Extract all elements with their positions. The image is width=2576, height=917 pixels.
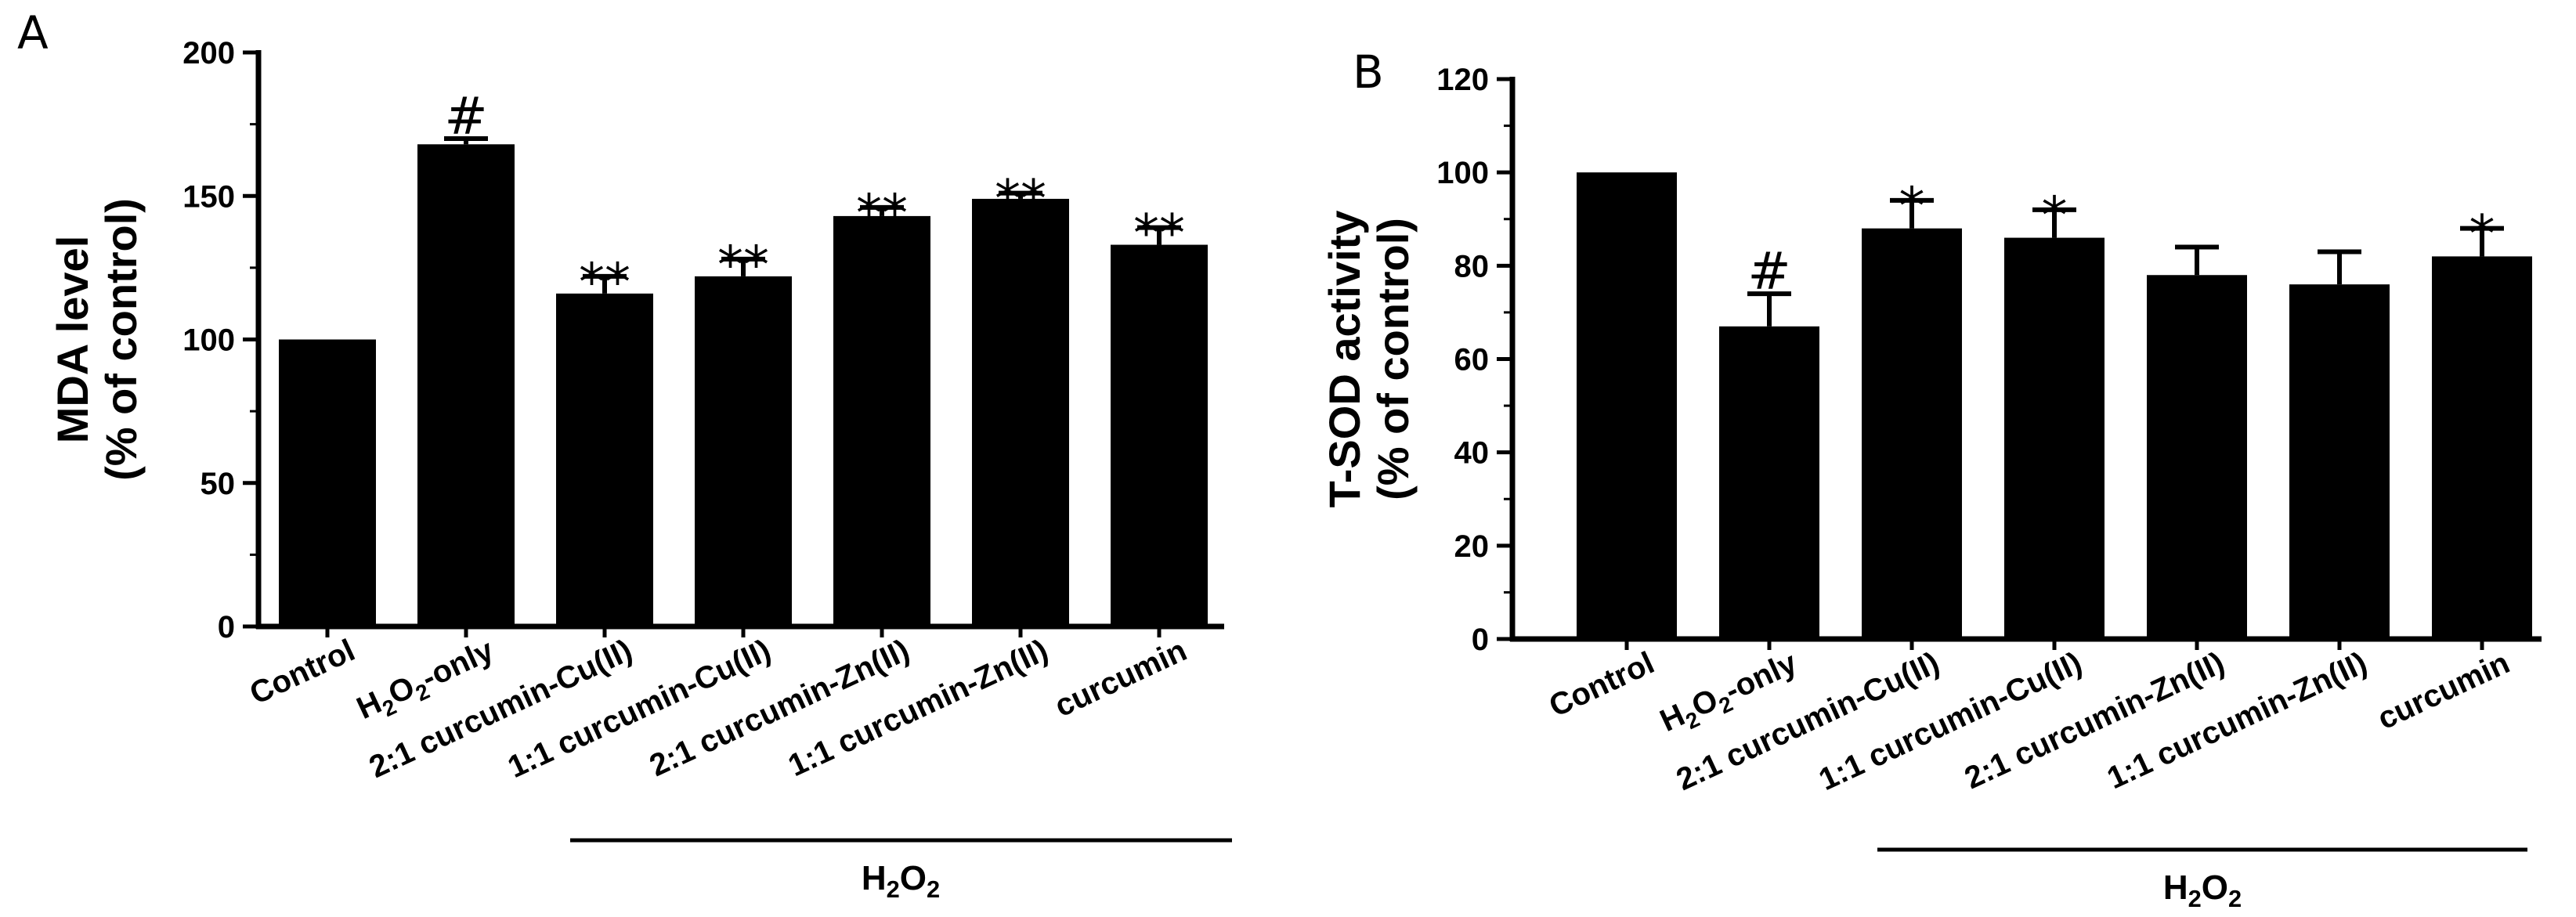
y-tick-label: 100 [182, 323, 235, 358]
bar [1577, 172, 1677, 639]
y-tick-label: 100 [1436, 156, 1489, 190]
y-tick-label: 20 [1454, 529, 1490, 564]
y-tick-label: 150 [182, 179, 235, 214]
y-tick-label: 200 [182, 36, 235, 70]
y-tick-label: 120 [1436, 63, 1489, 97]
bar [972, 198, 1069, 627]
group-label: H2​O2​ [2163, 868, 2242, 912]
y-tick-label: 80 [1454, 249, 1490, 283]
bar [1719, 326, 1819, 639]
significance-marker: * [1899, 176, 1925, 236]
bar [2289, 284, 2390, 639]
significance-marker: * [2469, 204, 2495, 265]
x-tick-label: 2:1 curcumin-Cu(II) [364, 633, 638, 785]
y-tick-label: 60 [1454, 343, 1490, 377]
y-axis-title: MDA level(% of control) [48, 198, 146, 481]
chart-panel-b: B T-SOD activity(% of control) 0 20 40 60 80 10… [1320, 45, 2542, 912]
y-axis-title: T-SOD activity(% of control) [1320, 211, 1418, 508]
significance-marker: # [444, 86, 487, 146]
y-tick-label: 0 [218, 610, 235, 644]
significance-marker: ** [995, 169, 1046, 229]
bar [1111, 244, 1208, 626]
bar [2004, 237, 2105, 639]
x-tick-label: Control [244, 633, 359, 711]
significance-marker: ** [1133, 204, 1185, 264]
significance-marker: ** [856, 183, 908, 244]
bar [695, 276, 792, 626]
x-tick-label: Control [1544, 645, 1659, 724]
significance-marker: ** [717, 235, 769, 295]
y-tick-label: 40 [1454, 436, 1490, 471]
x-tick-label: 2:1 curcumin-Zn(II) [645, 633, 915, 783]
bar [279, 339, 376, 626]
y-tick-label: 50 [201, 467, 236, 501]
bar [417, 144, 515, 626]
bar [2147, 275, 2247, 639]
x-tick-label: 2:1 curcumin-Cu(II) [1671, 645, 1945, 797]
panel-label: B [1353, 45, 1384, 99]
group-label: H2​O2​ [862, 859, 940, 903]
bar [1862, 228, 1962, 640]
y-tick-label: 0 [1472, 623, 1489, 657]
significance-marker: ** [579, 252, 630, 312]
bar [556, 293, 653, 626]
panel-label: A [17, 6, 49, 60]
x-tick-label: 1:1 curcumin-Zn(II) [783, 633, 1053, 783]
chart-panel-a: A MDA level(% of control) 0 50 100 150 200 Cont… [17, 6, 1232, 903]
x-tick-label: 2:1 curcumin-Zn(II) [1960, 645, 2230, 796]
bar [2432, 256, 2532, 639]
bar [833, 215, 930, 626]
x-tick-label: 1:1 curcumin-Cu(II) [1814, 645, 2087, 797]
x-tick-label: curcumin [2372, 645, 2515, 736]
x-tick-label: 1:1 curcumin-Zn(II) [2102, 645, 2372, 796]
x-tick-label: curcumin [1050, 633, 1192, 724]
significance-marker: # [1747, 241, 1790, 301]
x-tick-label: 1:1 curcumin-Cu(II) [503, 633, 776, 785]
significance-marker: * [2042, 186, 2068, 246]
